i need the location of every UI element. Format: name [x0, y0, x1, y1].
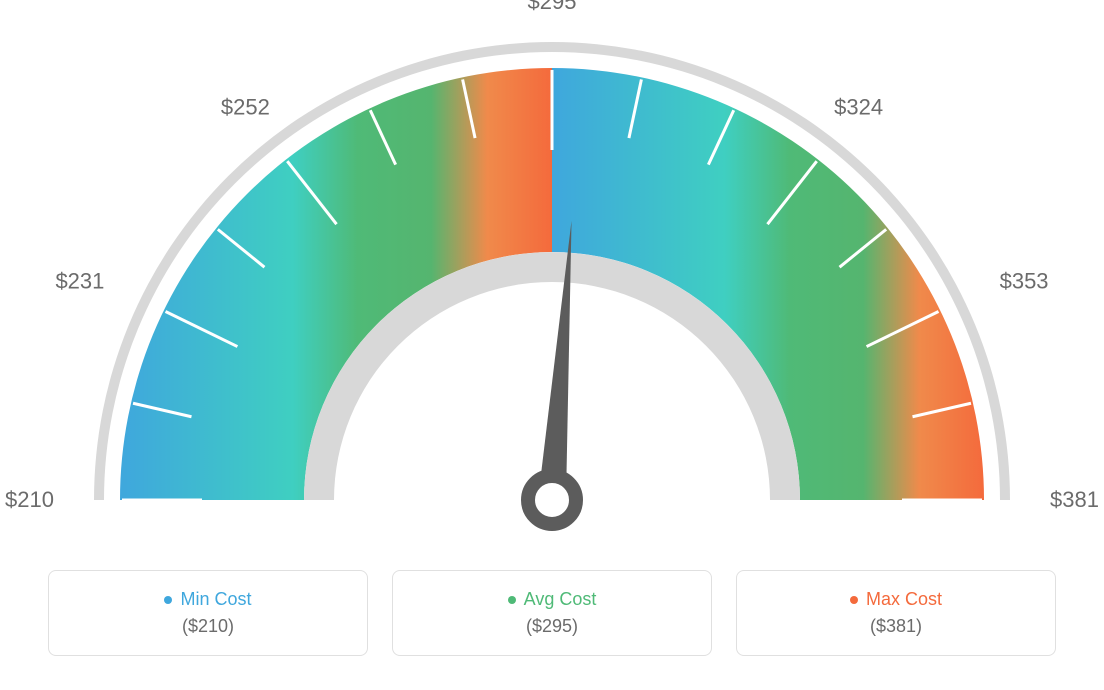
- gauge-scale-label: $231: [55, 269, 104, 294]
- legend-value: ($210): [59, 616, 357, 637]
- gauge-scale-label: $252: [221, 95, 270, 120]
- legend-title: Min Cost: [164, 589, 251, 610]
- gauge-scale-label: $324: [834, 95, 883, 120]
- legend-row: Min Cost ($210) Avg Cost ($295) Max Cost ($38…: [0, 570, 1104, 656]
- legend-value: ($381): [747, 616, 1045, 637]
- legend-dot-icon: [164, 596, 172, 604]
- legend-title-text: Avg Cost: [524, 589, 597, 610]
- legend-title-text: Min Cost: [180, 589, 251, 610]
- gauge-svg: $210 $231 $252 $295 $324 $353 $381: [0, 0, 1104, 560]
- legend-card: Min Cost ($210): [48, 570, 368, 656]
- legend-title: Max Cost: [850, 589, 942, 610]
- legend-title-text: Max Cost: [866, 589, 942, 610]
- gauge-chart: $210 $231 $252 $295 $324 $353 $381: [0, 0, 1104, 560]
- gauge-scale-label: $353: [1000, 269, 1049, 294]
- gauge-scale-label: $295: [528, 0, 577, 14]
- gauge-scale-label: $210: [5, 487, 54, 512]
- gauge-needle-hub: [528, 476, 576, 524]
- legend-value: ($295): [403, 616, 701, 637]
- legend-dot-icon: [508, 596, 516, 604]
- legend-card: Max Cost ($381): [736, 570, 1056, 656]
- legend-dot-icon: [850, 596, 858, 604]
- legend-title: Avg Cost: [508, 589, 597, 610]
- gauge-scale-label: $381: [1050, 487, 1099, 512]
- cost-gauge-widget: $210 $231 $252 $295 $324 $353 $381 Min Cost ($2…: [0, 0, 1104, 690]
- legend-card: Avg Cost ($295): [392, 570, 712, 656]
